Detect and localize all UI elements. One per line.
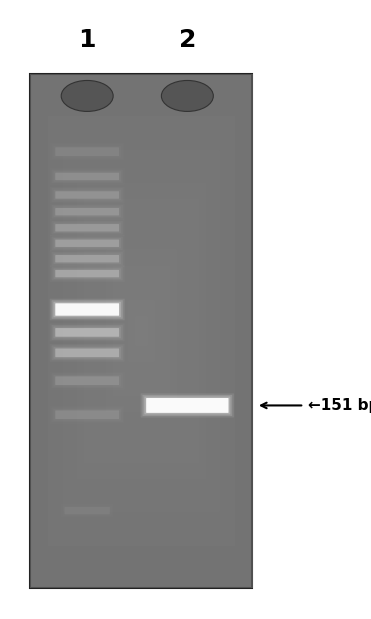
FancyBboxPatch shape bbox=[55, 224, 119, 232]
FancyBboxPatch shape bbox=[53, 326, 121, 338]
FancyBboxPatch shape bbox=[53, 409, 121, 421]
Ellipse shape bbox=[61, 80, 113, 111]
FancyBboxPatch shape bbox=[52, 236, 123, 250]
FancyBboxPatch shape bbox=[52, 188, 123, 202]
FancyBboxPatch shape bbox=[55, 410, 119, 419]
FancyBboxPatch shape bbox=[55, 270, 119, 277]
FancyBboxPatch shape bbox=[52, 205, 123, 219]
FancyBboxPatch shape bbox=[50, 250, 125, 267]
FancyBboxPatch shape bbox=[50, 168, 125, 184]
FancyBboxPatch shape bbox=[63, 505, 112, 516]
FancyBboxPatch shape bbox=[142, 395, 232, 416]
FancyBboxPatch shape bbox=[50, 406, 125, 423]
FancyBboxPatch shape bbox=[50, 265, 125, 282]
FancyBboxPatch shape bbox=[53, 171, 121, 181]
FancyBboxPatch shape bbox=[55, 147, 119, 156]
FancyBboxPatch shape bbox=[141, 394, 234, 418]
FancyBboxPatch shape bbox=[50, 235, 125, 251]
FancyBboxPatch shape bbox=[53, 145, 121, 157]
FancyBboxPatch shape bbox=[53, 222, 121, 233]
FancyBboxPatch shape bbox=[52, 325, 123, 340]
FancyBboxPatch shape bbox=[55, 173, 119, 180]
Text: ←151 bp: ←151 bp bbox=[308, 398, 371, 413]
FancyBboxPatch shape bbox=[53, 238, 121, 248]
FancyBboxPatch shape bbox=[52, 345, 123, 360]
FancyBboxPatch shape bbox=[55, 255, 119, 262]
FancyBboxPatch shape bbox=[65, 507, 110, 514]
FancyBboxPatch shape bbox=[52, 144, 123, 159]
FancyBboxPatch shape bbox=[55, 376, 119, 385]
FancyBboxPatch shape bbox=[52, 407, 123, 422]
FancyBboxPatch shape bbox=[55, 208, 119, 215]
Text: 1: 1 bbox=[78, 28, 96, 52]
FancyBboxPatch shape bbox=[55, 328, 119, 337]
FancyBboxPatch shape bbox=[50, 344, 125, 361]
FancyBboxPatch shape bbox=[53, 268, 121, 279]
FancyBboxPatch shape bbox=[52, 252, 123, 266]
FancyBboxPatch shape bbox=[146, 398, 229, 413]
FancyBboxPatch shape bbox=[55, 303, 119, 316]
FancyBboxPatch shape bbox=[50, 219, 125, 236]
FancyBboxPatch shape bbox=[52, 221, 123, 235]
FancyBboxPatch shape bbox=[52, 300, 123, 319]
FancyBboxPatch shape bbox=[52, 170, 123, 183]
FancyBboxPatch shape bbox=[53, 302, 121, 317]
Ellipse shape bbox=[161, 80, 213, 111]
FancyBboxPatch shape bbox=[144, 397, 230, 415]
FancyBboxPatch shape bbox=[61, 504, 114, 517]
FancyBboxPatch shape bbox=[53, 347, 121, 359]
FancyBboxPatch shape bbox=[50, 203, 125, 220]
FancyBboxPatch shape bbox=[50, 371, 125, 390]
FancyBboxPatch shape bbox=[30, 74, 252, 588]
Text: 2: 2 bbox=[179, 28, 196, 52]
FancyBboxPatch shape bbox=[52, 267, 123, 280]
FancyBboxPatch shape bbox=[53, 374, 121, 386]
FancyBboxPatch shape bbox=[55, 191, 119, 199]
FancyBboxPatch shape bbox=[50, 299, 125, 321]
FancyBboxPatch shape bbox=[55, 348, 119, 357]
FancyBboxPatch shape bbox=[53, 189, 121, 200]
FancyBboxPatch shape bbox=[53, 254, 121, 264]
FancyBboxPatch shape bbox=[52, 373, 123, 388]
FancyBboxPatch shape bbox=[53, 206, 121, 217]
FancyBboxPatch shape bbox=[50, 186, 125, 203]
FancyBboxPatch shape bbox=[50, 323, 125, 341]
FancyBboxPatch shape bbox=[55, 240, 119, 247]
